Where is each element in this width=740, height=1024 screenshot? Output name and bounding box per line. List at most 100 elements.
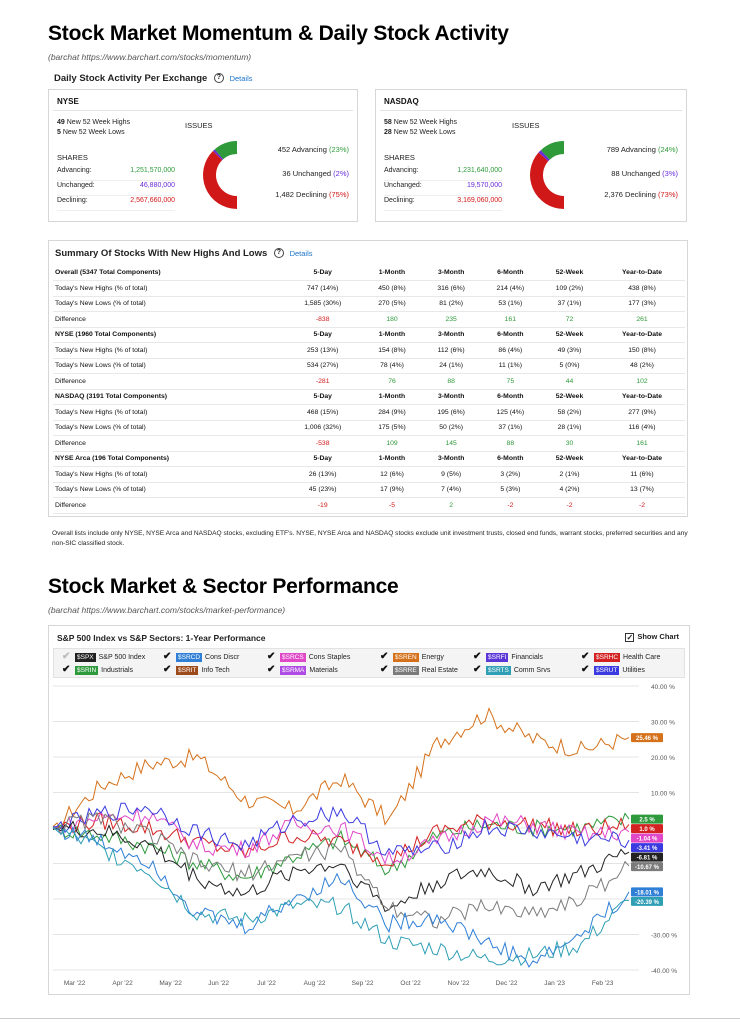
- series-symbol: $SRFI: [486, 652, 509, 662]
- table-cell: 30: [539, 435, 600, 452]
- column-header: 6-Month: [480, 265, 540, 281]
- details-link[interactable]: Details: [229, 74, 253, 83]
- checkbox-icon[interactable]: ✔: [267, 664, 276, 675]
- table-cell: -838: [283, 311, 363, 328]
- legend-item-srhc[interactable]: ✔ $SRHC Health Care: [581, 652, 660, 662]
- legend-item-srcd[interactable]: ✔ $SRCD Cons Discr: [163, 652, 239, 662]
- series-symbol: $SRHC: [594, 652, 621, 662]
- row-label: Today's New Lows (% of total): [53, 358, 283, 374]
- table-cell: 11 (1%): [480, 358, 540, 374]
- shares-label: SHARES: [57, 153, 88, 162]
- series-name: Materials: [309, 666, 338, 674]
- x-tick-label: Aug '22: [304, 980, 326, 987]
- series-name: Health Care: [623, 653, 661, 661]
- issues-percent: (23%): [328, 145, 349, 154]
- exchange-panel-nasdaq: NASDAQ 58 New 52 Week Highs 28 New 52 Week…: [375, 89, 687, 222]
- checkbox-icon[interactable]: ✔: [473, 651, 482, 662]
- table-cell: 450 (8%): [362, 280, 422, 297]
- checkbox-icon[interactable]: ✔: [163, 651, 172, 662]
- help-icon[interactable]: ?: [213, 73, 224, 84]
- help-icon[interactable]: ?: [273, 248, 284, 259]
- series-symbol: $SRCD: [176, 652, 203, 662]
- end-label-badge: [631, 862, 663, 872]
- checkbox-icon[interactable]: ✔: [163, 664, 172, 675]
- new-lows-label: New 52 Week Lows: [391, 129, 456, 136]
- table-cell: 50 (2%): [421, 420, 481, 436]
- legend-item-sren[interactable]: ✔ $SREN Energy: [380, 652, 444, 662]
- checkbox-icon[interactable]: ✔: [62, 664, 71, 675]
- table-cell: 5 (0%): [539, 358, 600, 374]
- series-name: Real Estate: [421, 666, 458, 674]
- legend-item-srin[interactable]: ✔ $SRIN Industrials: [62, 665, 133, 675]
- table-cell: 747 (14%): [283, 280, 363, 297]
- table-cell: 253 (13%): [283, 342, 363, 359]
- new-highs-label: New 52 Week Highs: [64, 119, 131, 126]
- checkbox-icon[interactable]: ✔: [581, 664, 590, 675]
- checkbox-icon[interactable]: ✔: [380, 651, 389, 662]
- series-name: Comm Srvs: [513, 666, 551, 674]
- table-row: Today's New Highs (% of total) 468 (15%) 2…: [53, 404, 685, 421]
- group-header: NYSE Arca (196 Total Components): [53, 451, 283, 467]
- checkbox-icon[interactable]: ✔: [267, 651, 276, 662]
- column-header: 52-Week: [539, 327, 600, 343]
- checkbox-icon[interactable]: ✔: [473, 664, 482, 675]
- series-name: Cons Staples: [308, 653, 351, 661]
- checkbox-icon[interactable]: ✔: [380, 664, 389, 675]
- table-cell: -5: [362, 497, 422, 514]
- series-line-spx: [52, 820, 630, 913]
- legend-item-srma[interactable]: ✔ $SRMA Materials: [267, 665, 338, 675]
- column-header: Year-to-Date: [599, 327, 685, 343]
- table-cell: 180: [362, 311, 422, 328]
- unchanged-slice: [538, 150, 550, 162]
- y-tick-label: 10.00 %: [651, 791, 675, 798]
- series-symbol: $SRUT: [594, 665, 620, 675]
- series-symbol: $SRCS: [280, 652, 306, 662]
- legend-item-srfi[interactable]: ✔ $SRFI Financials: [473, 652, 543, 662]
- show-chart-toggle[interactable]: ✓ Show Chart: [625, 632, 679, 642]
- details-link[interactable]: Details: [289, 249, 313, 258]
- issues-percent: (2%): [333, 169, 349, 178]
- issues-percent: (24%): [657, 145, 678, 154]
- column-header: 1-Month: [362, 265, 422, 281]
- checkbox-icon[interactable]: ✔: [581, 651, 590, 662]
- page-title: Stock Market Momentum & Daily Stock Acti…: [48, 22, 509, 45]
- shares-unchanged: Unchanged: 19,570,000: [384, 182, 502, 196]
- new-highs: 58 New 52 Week Highs: [384, 119, 457, 126]
- source-note: (barchat https://www.barchart.com/stocks…: [48, 52, 252, 62]
- new-highs: 49 New 52 Week Highs: [57, 119, 130, 126]
- table-cell: 195 (6%): [421, 404, 481, 421]
- table-cell: 438 (8%): [599, 280, 685, 297]
- table-cell: 13 (7%): [599, 482, 685, 498]
- column-header: Year-to-Date: [599, 389, 685, 405]
- legend-item-srts[interactable]: ✔ $SRTS Comm Srvs: [473, 665, 550, 675]
- end-label-badge: [631, 896, 663, 906]
- table-cell: 26 (13%): [283, 466, 363, 483]
- legend-item-srre[interactable]: ✔ $SRRE Real Estate: [380, 665, 458, 675]
- checkbox-icon[interactable]: ✓: [625, 632, 635, 642]
- group-header-row: NASDAQ (3191 Total Components) 5-Day 1-Mon…: [53, 389, 685, 405]
- row-label: Today's New Highs (% of total): [53, 404, 283, 421]
- summary-table: Overall (5347 Total Components) 5-Day 1-Mo…: [53, 265, 685, 514]
- table-cell: 9 (5%): [421, 466, 481, 483]
- legend-item-srcs[interactable]: ✔ $SRCS Cons Staples: [267, 652, 350, 662]
- daily-activity-heading: Daily Stock Activity Per Exchange: [54, 73, 208, 84]
- table-cell: 150 (8%): [599, 342, 685, 359]
- new-highs-label: New 52 Week Highs: [391, 119, 458, 126]
- issues-donut-chart: [203, 141, 237, 209]
- row-label: Today's New Lows (% of total): [53, 482, 283, 498]
- table-cell: 86 (4%): [480, 342, 540, 359]
- table-cell: 44: [539, 373, 600, 390]
- issues-percent: (73%): [657, 190, 678, 199]
- issues-count: 452 Advancing: [277, 145, 329, 154]
- legend-item-srit[interactable]: ✔ $SRIT Info Tech: [163, 665, 230, 675]
- legend-item-srut[interactable]: ✔ $SRUT Utilities: [581, 665, 645, 675]
- end-label: 25.46 %: [636, 736, 659, 742]
- checkbox-icon[interactable]: ✔: [62, 651, 71, 662]
- column-header: 5-Day: [283, 327, 363, 343]
- issues-declining: 2,376 Declining (73%): [604, 190, 678, 199]
- row-label: Difference: [53, 435, 283, 452]
- legend-item-spx[interactable]: ✔ $SPX S&P 500 Index: [62, 652, 145, 662]
- column-header: 1-Month: [362, 327, 422, 343]
- table-cell: 125 (4%): [480, 404, 540, 421]
- table-cell: 1,006 (32%): [283, 420, 363, 436]
